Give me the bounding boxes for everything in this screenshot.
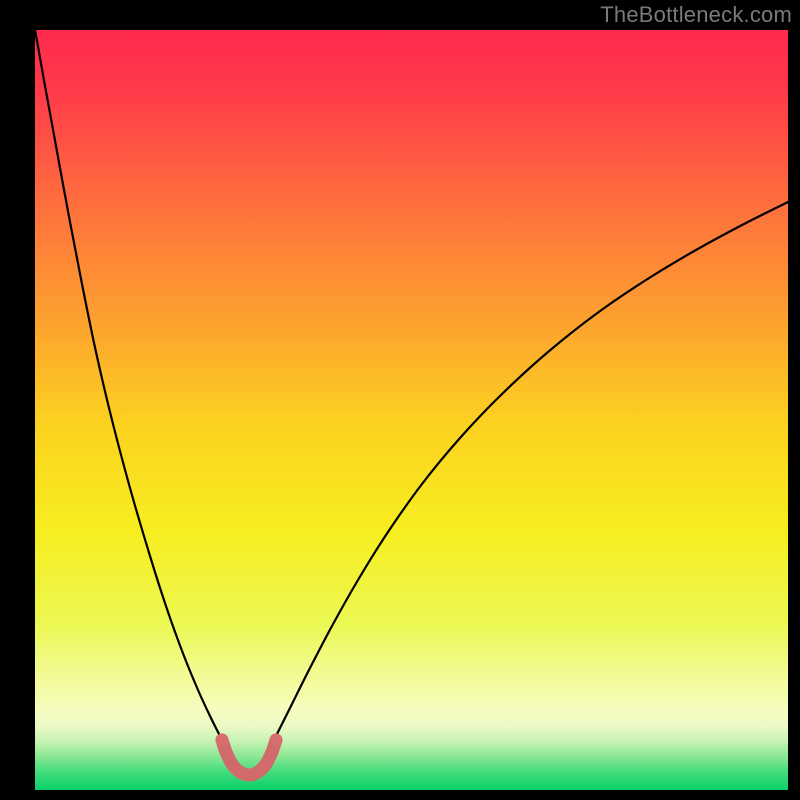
bottleneck-chart <box>0 0 800 800</box>
watermark-text: TheBottleneck.com <box>600 2 792 28</box>
marker-end-dot <box>216 734 229 747</box>
chart-stage: TheBottleneck.com <box>0 0 800 800</box>
gradient-panel <box>35 30 788 790</box>
marker-end-dot <box>270 734 283 747</box>
